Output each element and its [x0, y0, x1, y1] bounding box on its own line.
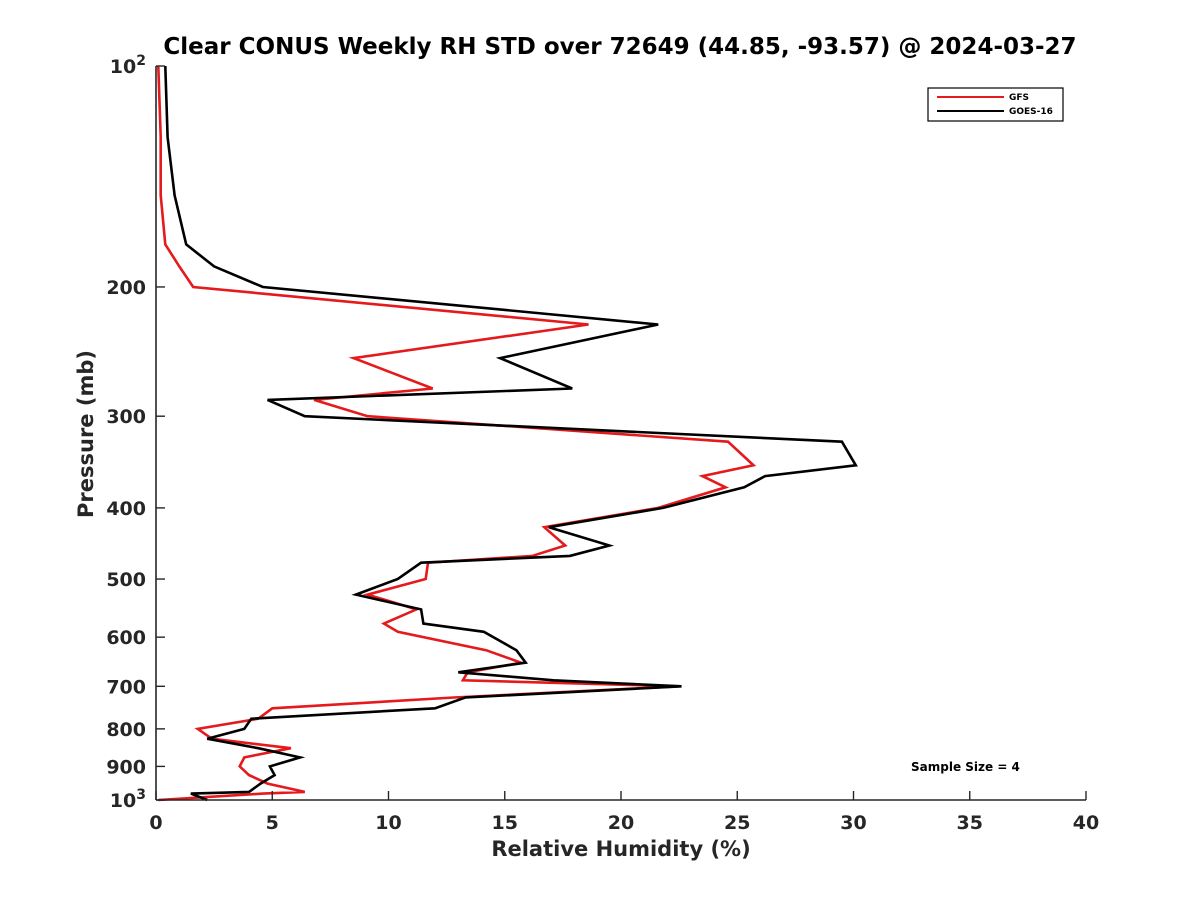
x-tick-label: 35 — [957, 812, 983, 834]
y-tick-label: 400 — [106, 498, 146, 520]
legend-box — [927, 87, 1064, 122]
x-tick-label: 15 — [492, 812, 518, 834]
y-tick-label: 800 — [106, 719, 146, 741]
x-axis-label: Relative Humidity (%) — [491, 837, 750, 861]
x-tick-label: 10 — [375, 812, 401, 834]
x-tick-label: 30 — [840, 812, 866, 834]
x-tick-label: 5 — [266, 812, 279, 834]
x-tick-label: 20 — [608, 812, 634, 834]
legend-label-gfs: GFS — [1009, 93, 1029, 103]
y-tick-label: 103 — [110, 787, 146, 812]
series-line-goes16 — [164, 65, 858, 802]
y-axis-label: Pressure (mb) — [74, 350, 98, 518]
y-tick-label: 200 — [106, 277, 146, 299]
y-tick-label: 300 — [106, 406, 146, 428]
sample-size-annotation: Sample Size = 4 — [911, 760, 1020, 774]
x-tick-label: 25 — [724, 812, 750, 834]
ticks-layer: 0 5 10 15 20 25 30 35 40 102 200 300 400 500 600 700 800… — [106, 53, 1099, 834]
series-line-gfs — [157, 65, 757, 802]
legend-label-goes16: GOES-16 — [1009, 107, 1053, 117]
chart-title: Clear CONUS Weekly RH STD over 72649 (44… — [163, 34, 1076, 60]
y-tick-label: 102 — [110, 53, 146, 78]
y-tick-label: 900 — [106, 756, 146, 778]
y-tick-label: 500 — [106, 569, 146, 591]
series-layer — [157, 65, 858, 802]
y-tick-label: 700 — [106, 676, 146, 698]
x-tick-label: 40 — [1073, 812, 1099, 834]
legend: GFS GOES-16 — [927, 87, 1064, 122]
x-tick-label: 0 — [149, 812, 162, 834]
y-tick-label: 600 — [106, 627, 146, 649]
